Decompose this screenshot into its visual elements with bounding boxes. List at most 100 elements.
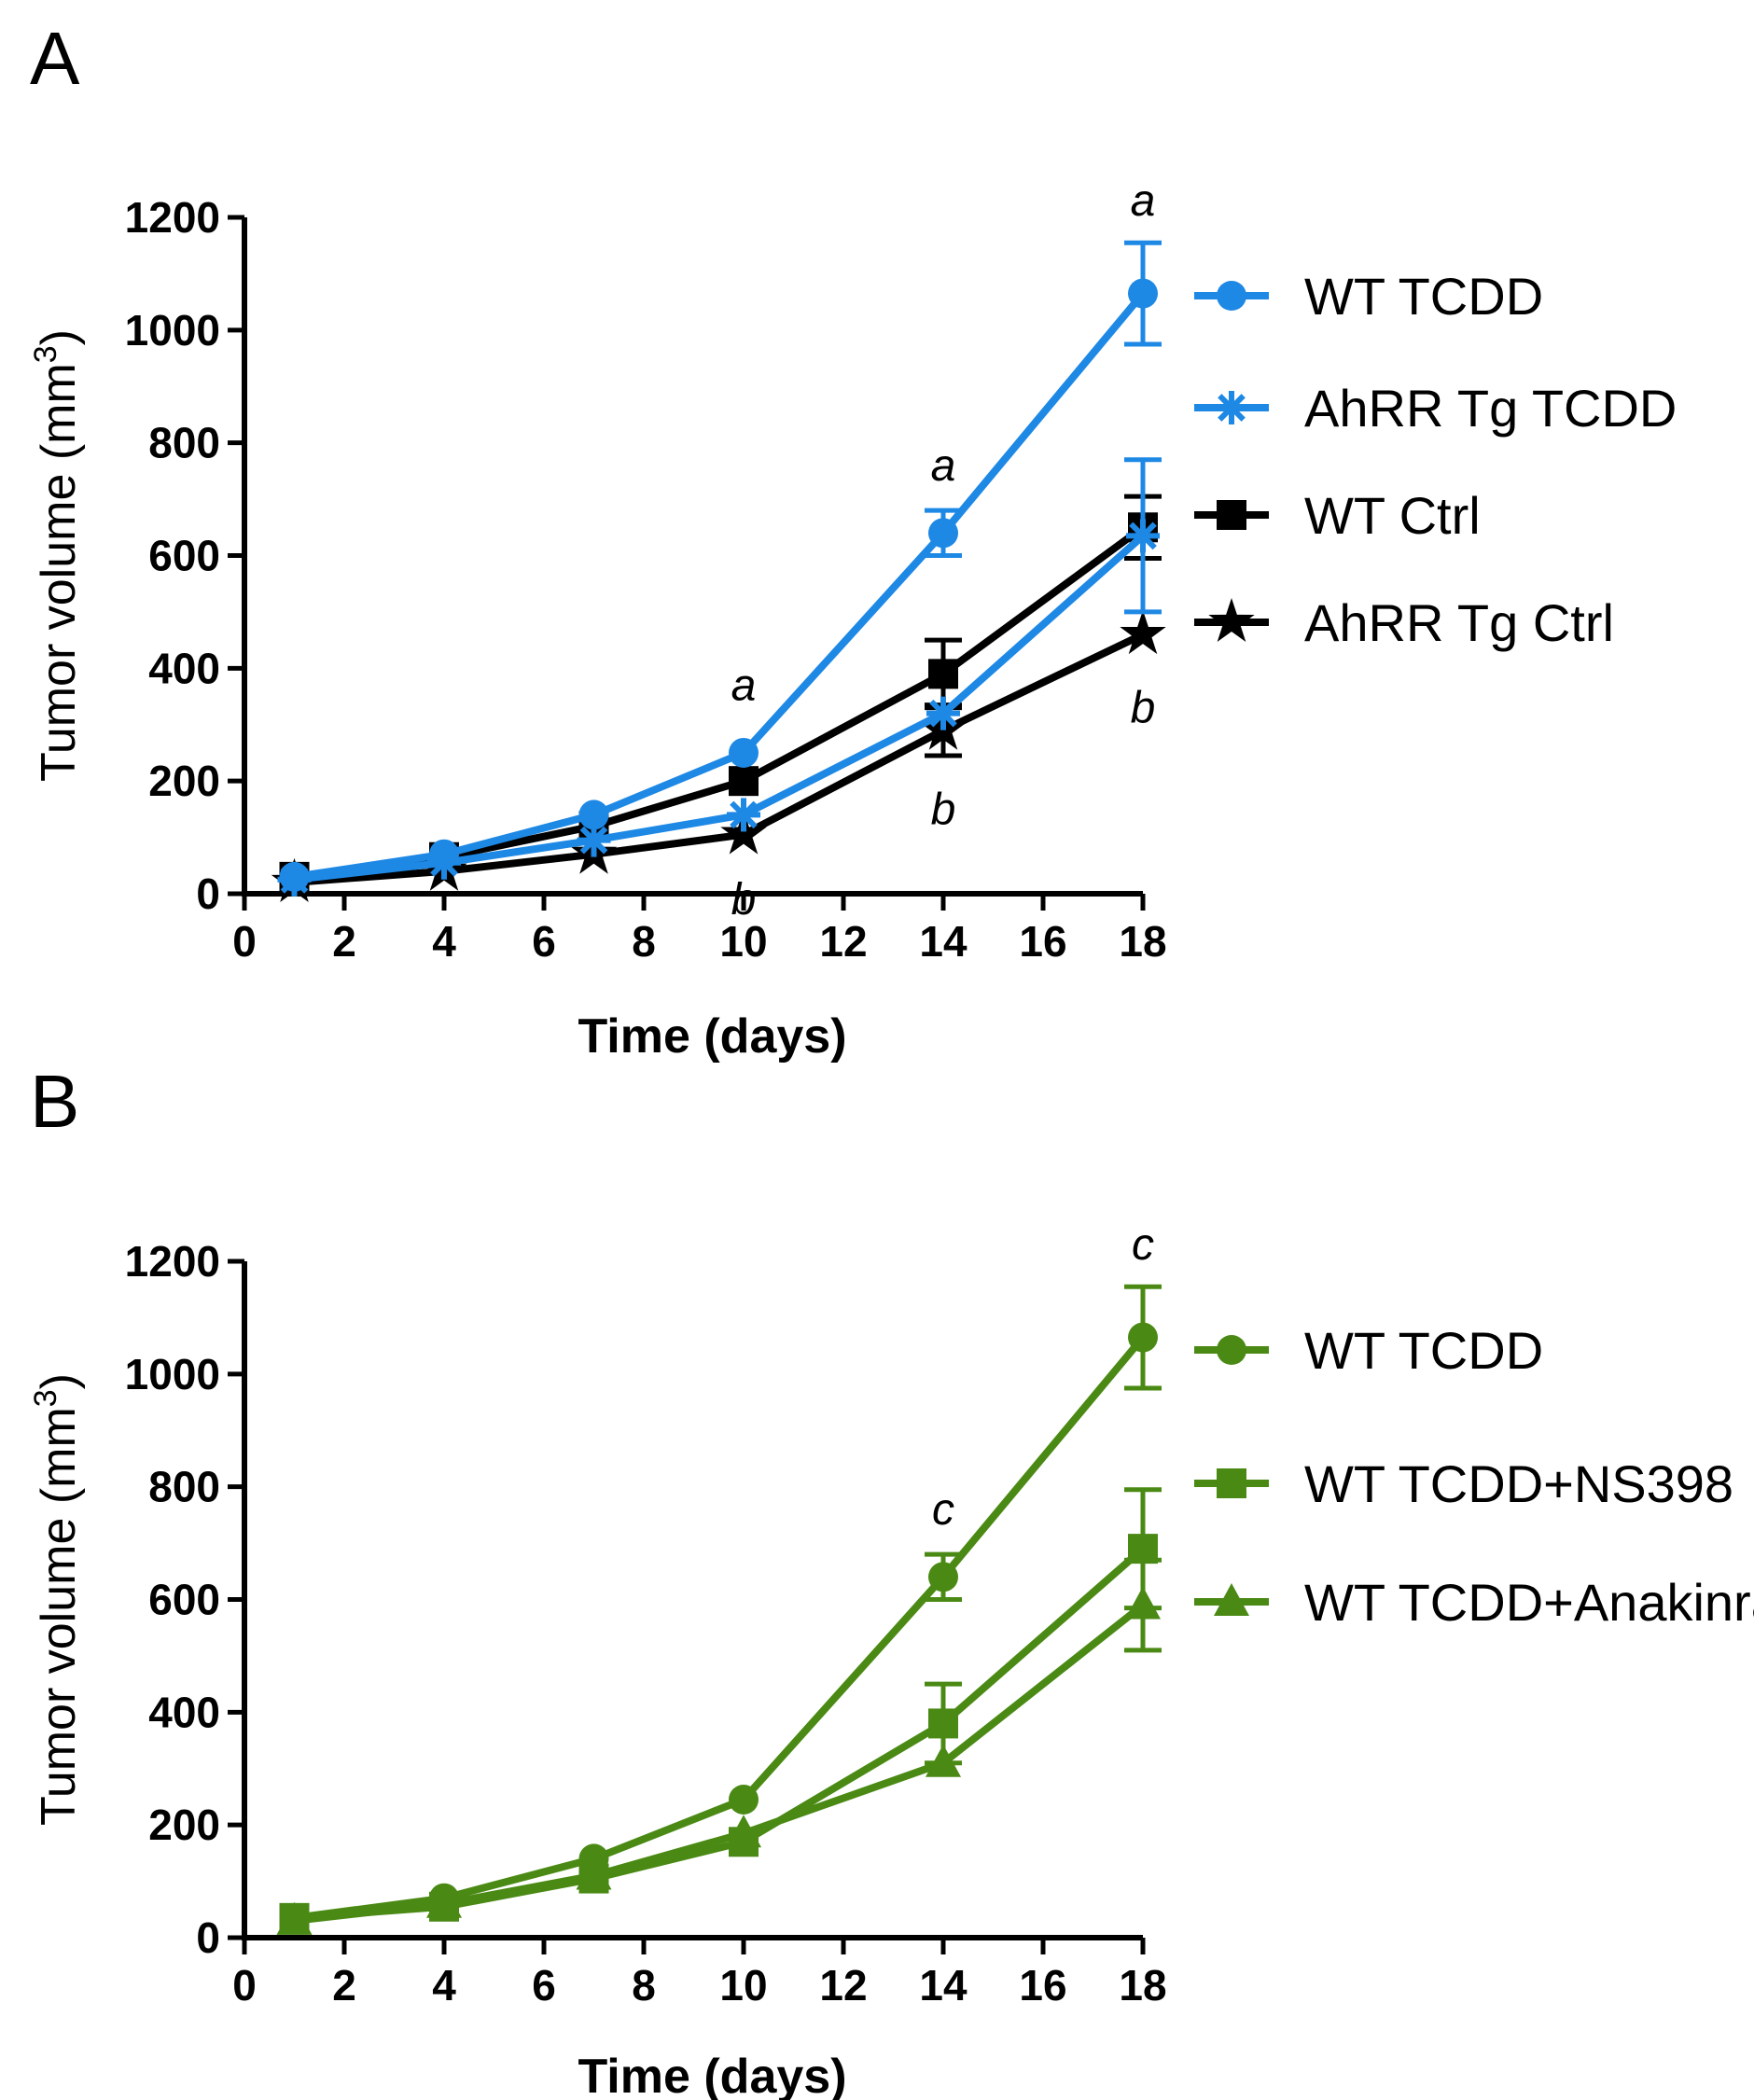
data-point [726,1815,761,1848]
panel-letter: B [30,1060,79,1143]
legend: WT TCDD WT TCDD+NS398 WT TCDD+Anakinra [1194,1321,1754,1632]
x-tick-label: 6 [532,1961,556,2010]
data-point-stroke [929,699,957,728]
data-point [1120,610,1166,655]
data-point [926,1744,961,1777]
data-point [1128,278,1158,309]
series-wt-ctrl [279,494,1162,892]
significance-annotation: a [1131,176,1156,226]
series-line [293,524,1146,881]
data-point [576,1857,612,1890]
data-point [729,766,759,797]
y-axis-title-superscript: 3 [28,1389,63,1407]
y-tick-label: 400 [148,644,220,692]
legend-label: WT TCDD [1304,267,1543,326]
x-tick-label: 18 [1119,917,1166,966]
legend-marker [1215,391,1248,424]
y-axis-title-text: Tumor volume (mm [32,363,86,782]
significance-annotation: a [731,661,757,710]
series-line [294,533,1146,883]
data-point [1125,1586,1161,1620]
significance-annotation: a [931,441,956,491]
significance-annotation: b [931,785,956,834]
data-point [1126,519,1160,553]
y-tick-label: 1200 [125,1237,220,1286]
y-tick-label: 600 [148,1576,220,1624]
legend-label: AhRR Tg Ctrl [1304,593,1614,652]
data-point [720,810,767,855]
data-point [729,1784,759,1815]
x-tick-label: 14 [919,917,967,966]
data-point-stroke [579,826,608,855]
series-line [294,1602,1146,1925]
x-tick-label: 4 [432,917,456,966]
legend-item-wt-ctrl: WT Ctrl [1194,486,1481,545]
legend-marker-stroke [1218,394,1246,422]
significance-annotation: b [731,875,757,925]
x-tick-label: 10 [719,1961,767,2010]
data-point [577,823,611,857]
data-point [426,1884,462,1918]
series-wt-tcdd [279,240,1162,892]
legend: WT TCDD AhRR Tg TCDD WT Ctrl AhRR Tg Ctrl [1194,267,1677,652]
y-axis-title: Tumor volume (mm3) [28,329,86,782]
legend-item-wt-tcdd-anakinra: WT TCDD+Anakinra [1194,1573,1754,1632]
x-tick-label: 0 [232,1961,257,2010]
data-point [729,737,759,768]
legend-marker [1208,598,1255,642]
panel-a: A 0 200 400 600 800 1000 1200 0 2 4 6 8 10 12 14 16 18 Tim… [28,17,1677,1064]
data-point [578,800,609,830]
y-axis-title-close: ) [32,329,86,345]
legend-marker [1217,1468,1246,1498]
significance-annotation: c [1132,1220,1154,1270]
legend-label: WT TCDD+NS398 [1304,1454,1733,1513]
series-wt-tcdd-ns398 [279,1487,1162,1933]
data-point [277,862,312,897]
legend-marker [1217,500,1246,530]
series-line [293,1335,1147,1922]
legend-marker [1217,1335,1246,1365]
data-point [1128,1322,1158,1353]
legend-label: WT TCDD+Anakinra [1304,1573,1754,1632]
data-point [276,1901,313,1935]
legend-item-wt-tcdd: WT TCDD [1194,1321,1543,1380]
y-tick-label: 200 [148,757,220,805]
x-tick-label: 4 [432,1961,456,2010]
y-tick-label: 1200 [125,193,220,242]
x-tick-label: 18 [1119,1961,1166,2010]
data-point-stroke [730,800,758,829]
x-tick-label: 0 [232,917,257,966]
x-tick-label: 8 [632,1961,656,2010]
series-line [293,291,1147,881]
data-point [727,798,760,832]
data-point-stroke [1129,522,1157,550]
x-tick-label: 8 [632,917,656,966]
y-axis-title-close: ) [32,1373,86,1389]
data-point [928,659,958,689]
y-tick-label: 800 [148,419,220,467]
y-axis-title: Tumor volume (mm3) [28,1373,86,1826]
y-axis-title-superscript: 3 [28,345,63,363]
series-wt-tcdd [279,1284,1162,1933]
x-tick-label: 6 [532,917,556,966]
x-tick-label: 2 [332,1961,356,2010]
legend-label: WT TCDD [1304,1321,1543,1380]
data-point [928,1562,958,1592]
legend-item-ahrr-tg-tcdd: AhRR Tg TCDD [1194,379,1677,438]
series-wt-tcdd-anakinra [276,1557,1162,1935]
legend-item-wt-tcdd-ns398: WT TCDD+NS398 [1194,1454,1733,1513]
series-line [294,631,1145,886]
legend-label: WT Ctrl [1304,486,1481,545]
x-tick-label: 16 [1019,917,1066,966]
series-ahrr-tg-tcdd [277,457,1162,897]
panel-b: B 0 200 400 600 800 1000 1200 0 2 4 6 8 10 12 14 16 18 Tim… [28,1060,1754,2100]
x-tick-label: 14 [919,1961,967,2010]
data-point [928,518,958,549]
y-tick-label: 800 [148,1463,220,1511]
y-tick-label: 1000 [125,1350,220,1398]
x-axis-title: Time (days) [578,2050,846,2100]
series-line [294,1546,1146,1922]
y-tick-label: 0 [196,869,220,918]
significance-annotation: c [932,1485,954,1535]
